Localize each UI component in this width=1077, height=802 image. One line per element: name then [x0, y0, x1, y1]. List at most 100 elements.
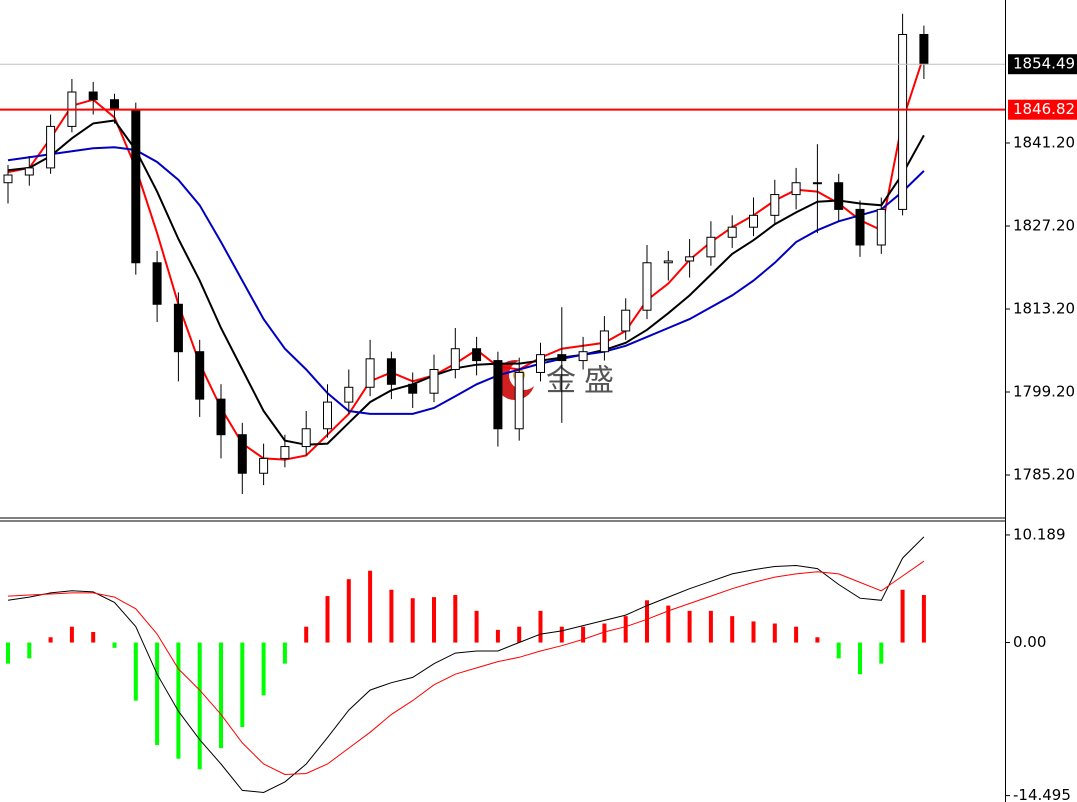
candle-body: [344, 386, 354, 403]
histogram-bar: [495, 629, 500, 643]
line: [7, 146, 925, 415]
histogram-bar: [751, 621, 756, 643]
histogram-bar: [155, 642, 160, 745]
y-tick-label: 10.189: [1013, 525, 1066, 543]
y-tick-label: 1785.20: [1013, 466, 1075, 484]
y-tick-label: 1827.20: [1013, 217, 1075, 235]
y-tick-label: 1813.20: [1013, 300, 1075, 318]
histogram-bar: [389, 589, 394, 643]
y-tick-label: 1841.20: [1013, 134, 1075, 152]
candle-body: [88, 91, 98, 101]
candle-body: [237, 434, 247, 474]
histogram-bar: [112, 642, 117, 648]
candle-body: [919, 34, 929, 65]
line: [7, 119, 925, 446]
candle-body: [429, 368, 439, 394]
candle-body: [323, 401, 332, 430]
candle-body: [46, 125, 56, 169]
line: [7, 560, 925, 776]
candle-body: [514, 371, 524, 430]
candle-body: [791, 182, 801, 196]
candle-body: [493, 360, 503, 430]
candle-body: [408, 383, 418, 394]
candle-body: [578, 351, 588, 362]
candle-body: [280, 446, 290, 459]
histogram-bar: [687, 610, 692, 643]
histogram-bar: [666, 605, 671, 643]
histogram-bar: [346, 579, 351, 643]
histogram-bar: [474, 610, 479, 643]
histogram-bar: [48, 637, 53, 643]
histogram-bar: [879, 642, 884, 664]
candle-body: [173, 303, 183, 353]
candle-body: [131, 109, 141, 264]
histogram-bar: [219, 642, 223, 749]
candle-body: [706, 236, 716, 258]
candle-body: [3, 174, 13, 184]
histogram-bar: [538, 610, 543, 643]
histogram-bar: [27, 642, 32, 659]
candle-body: [259, 457, 269, 474]
histogram-bar: [858, 642, 862, 675]
price-label: 1846.82: [1013, 100, 1075, 118]
histogram-bar: [197, 642, 202, 770]
price-box: [1008, 54, 1077, 75]
line: [7, 536, 925, 794]
candle-body: [770, 194, 780, 216]
candle-body: [685, 256, 695, 262]
candle-body: [727, 226, 737, 238]
candle-body: [536, 354, 545, 373]
histogram-bar: [815, 637, 820, 643]
candle-body: [812, 182, 822, 185]
candle-body: [599, 330, 609, 353]
histogram-bar: [304, 626, 309, 643]
y-tick-label: 0.00: [1013, 633, 1046, 651]
histogram-bar: [772, 623, 777, 643]
histogram-bar: [176, 642, 181, 759]
histogram-bar: [730, 616, 735, 643]
histogram-bar: [240, 642, 245, 728]
candle-body: [365, 358, 375, 388]
histogram-bar: [900, 589, 905, 643]
histogram-bar: [921, 595, 926, 643]
candle-body: [450, 348, 460, 370]
histogram-bar: [836, 642, 841, 659]
y-tick-label: 1799.20: [1013, 383, 1075, 401]
candle-body: [24, 167, 34, 176]
candle-body: [152, 262, 162, 305]
candle-body: [472, 348, 482, 362]
histogram-bar: [325, 596, 330, 643]
histogram-bar: [432, 597, 436, 643]
candle-body: [195, 351, 205, 400]
candle-body: [110, 99, 119, 111]
candle-body: [855, 208, 865, 246]
histogram-bar: [261, 642, 266, 696]
histogram-bar: [69, 626, 74, 643]
histogram-bar: [453, 595, 458, 643]
candle-body: [834, 182, 844, 210]
histogram-bar: [645, 600, 649, 643]
histogram-bar: [794, 626, 799, 643]
candle-body: [301, 428, 311, 448]
candle-body: [642, 262, 652, 311]
watermark: 金盛: [546, 364, 622, 399]
histogram-bar: [708, 610, 713, 643]
candle-body: [621, 309, 631, 332]
histogram-bar: [581, 626, 586, 643]
candle-body: [663, 260, 673, 264]
histogram-bar: [368, 570, 373, 643]
candle-body: [749, 214, 758, 228]
histogram-bar: [6, 642, 10, 664]
y-tick-label: -14.495: [1013, 786, 1071, 802]
histogram-bar: [91, 631, 96, 643]
histogram-bar: [517, 626, 522, 643]
candle-body: [386, 358, 396, 385]
histogram-bar: [623, 616, 628, 643]
candle-body: [876, 208, 886, 246]
candle-body: [898, 34, 908, 210]
candle-body: [216, 398, 226, 436]
histogram-bar: [282, 642, 287, 664]
candle-body: [557, 354, 567, 362]
price-label: 1854.49: [1013, 55, 1075, 73]
